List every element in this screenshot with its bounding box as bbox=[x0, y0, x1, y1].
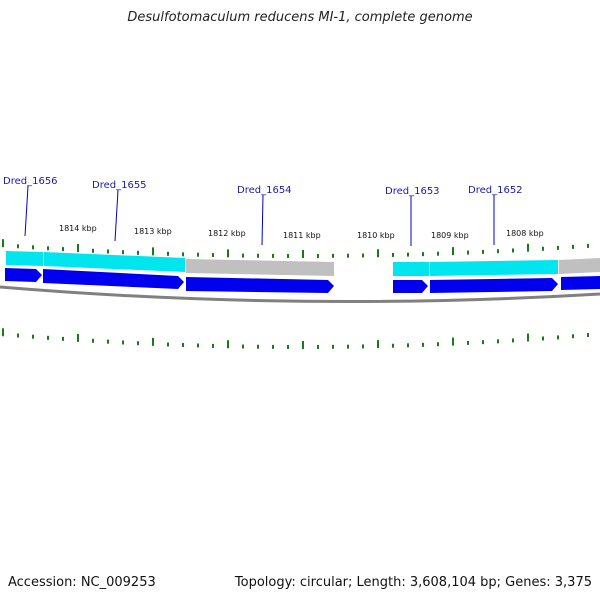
gene-bar-next[interactable] bbox=[559, 258, 600, 274]
kbp-labels: 1814 kbp 1813 kbp 1812 kbp 1811 kbp 1810… bbox=[59, 224, 544, 240]
label-line-dred-1654 bbox=[261, 194, 264, 246]
gene-label-dred-1653[interactable]: Dred_1653 bbox=[385, 186, 440, 197]
gene-bar-dred-1656[interactable] bbox=[6, 251, 43, 266]
cds-track bbox=[5, 268, 600, 293]
kbp-label-1808: 1808 kbp bbox=[506, 229, 544, 238]
kbp-label-1813: 1813 kbp bbox=[134, 227, 172, 236]
cds-arrow-dred-1655[interactable] bbox=[43, 269, 184, 289]
lower-ticks bbox=[2, 328, 589, 349]
cds-arrow-dred-1656[interactable] bbox=[5, 268, 42, 282]
gene-label-dred-1652[interactable]: Dred_1652 bbox=[468, 185, 523, 196]
gene-bar-dred-1654[interactable] bbox=[186, 259, 334, 276]
kbp-label-1814: 1814 kbp bbox=[59, 224, 97, 233]
gene-bar-dred-1655[interactable] bbox=[44, 252, 185, 272]
kbp-label-1809: 1809 kbp bbox=[431, 231, 469, 240]
gene-labels: Dred_1656 Dred_1655 Dred_1654 Dred_1653 … bbox=[3, 176, 523, 197]
label-line-dred-1656 bbox=[24, 185, 29, 237]
gene-track bbox=[6, 251, 600, 276]
gene-label-dred-1655[interactable]: Dred_1655 bbox=[92, 180, 147, 191]
cds-arrow-dred-1654[interactable] bbox=[186, 277, 334, 293]
kbp-label-1811: 1811 kbp bbox=[283, 231, 321, 240]
cds-arrow-next[interactable] bbox=[561, 276, 600, 290]
genome-backbone bbox=[0, 285, 600, 304]
kbp-label-1810: 1810 kbp bbox=[357, 231, 395, 240]
gene-bar-dred-1653[interactable] bbox=[393, 262, 429, 276]
gene-label-dred-1654[interactable]: Dred_1654 bbox=[237, 185, 292, 196]
gene-label-dred-1656[interactable]: Dred_1656 bbox=[3, 176, 58, 187]
gene-bar-dred-1652[interactable] bbox=[430, 260, 558, 276]
cds-arrow-dred-1653[interactable] bbox=[393, 280, 428, 293]
kbp-label-1812: 1812 kbp bbox=[208, 229, 246, 238]
genome-summary-text: Topology: circular; Length: 3,608,104 bp… bbox=[234, 575, 592, 590]
accession-text: Accession: NC_009253 bbox=[8, 575, 156, 590]
label-line-dred-1655 bbox=[114, 189, 119, 242]
page-title: Desulfotomaculum reducens MI-1, complete… bbox=[127, 10, 473, 25]
upper-ticks bbox=[2, 239, 589, 258]
gene-label-lines bbox=[24, 185, 495, 246]
cds-arrow-dred-1652[interactable] bbox=[430, 278, 558, 293]
